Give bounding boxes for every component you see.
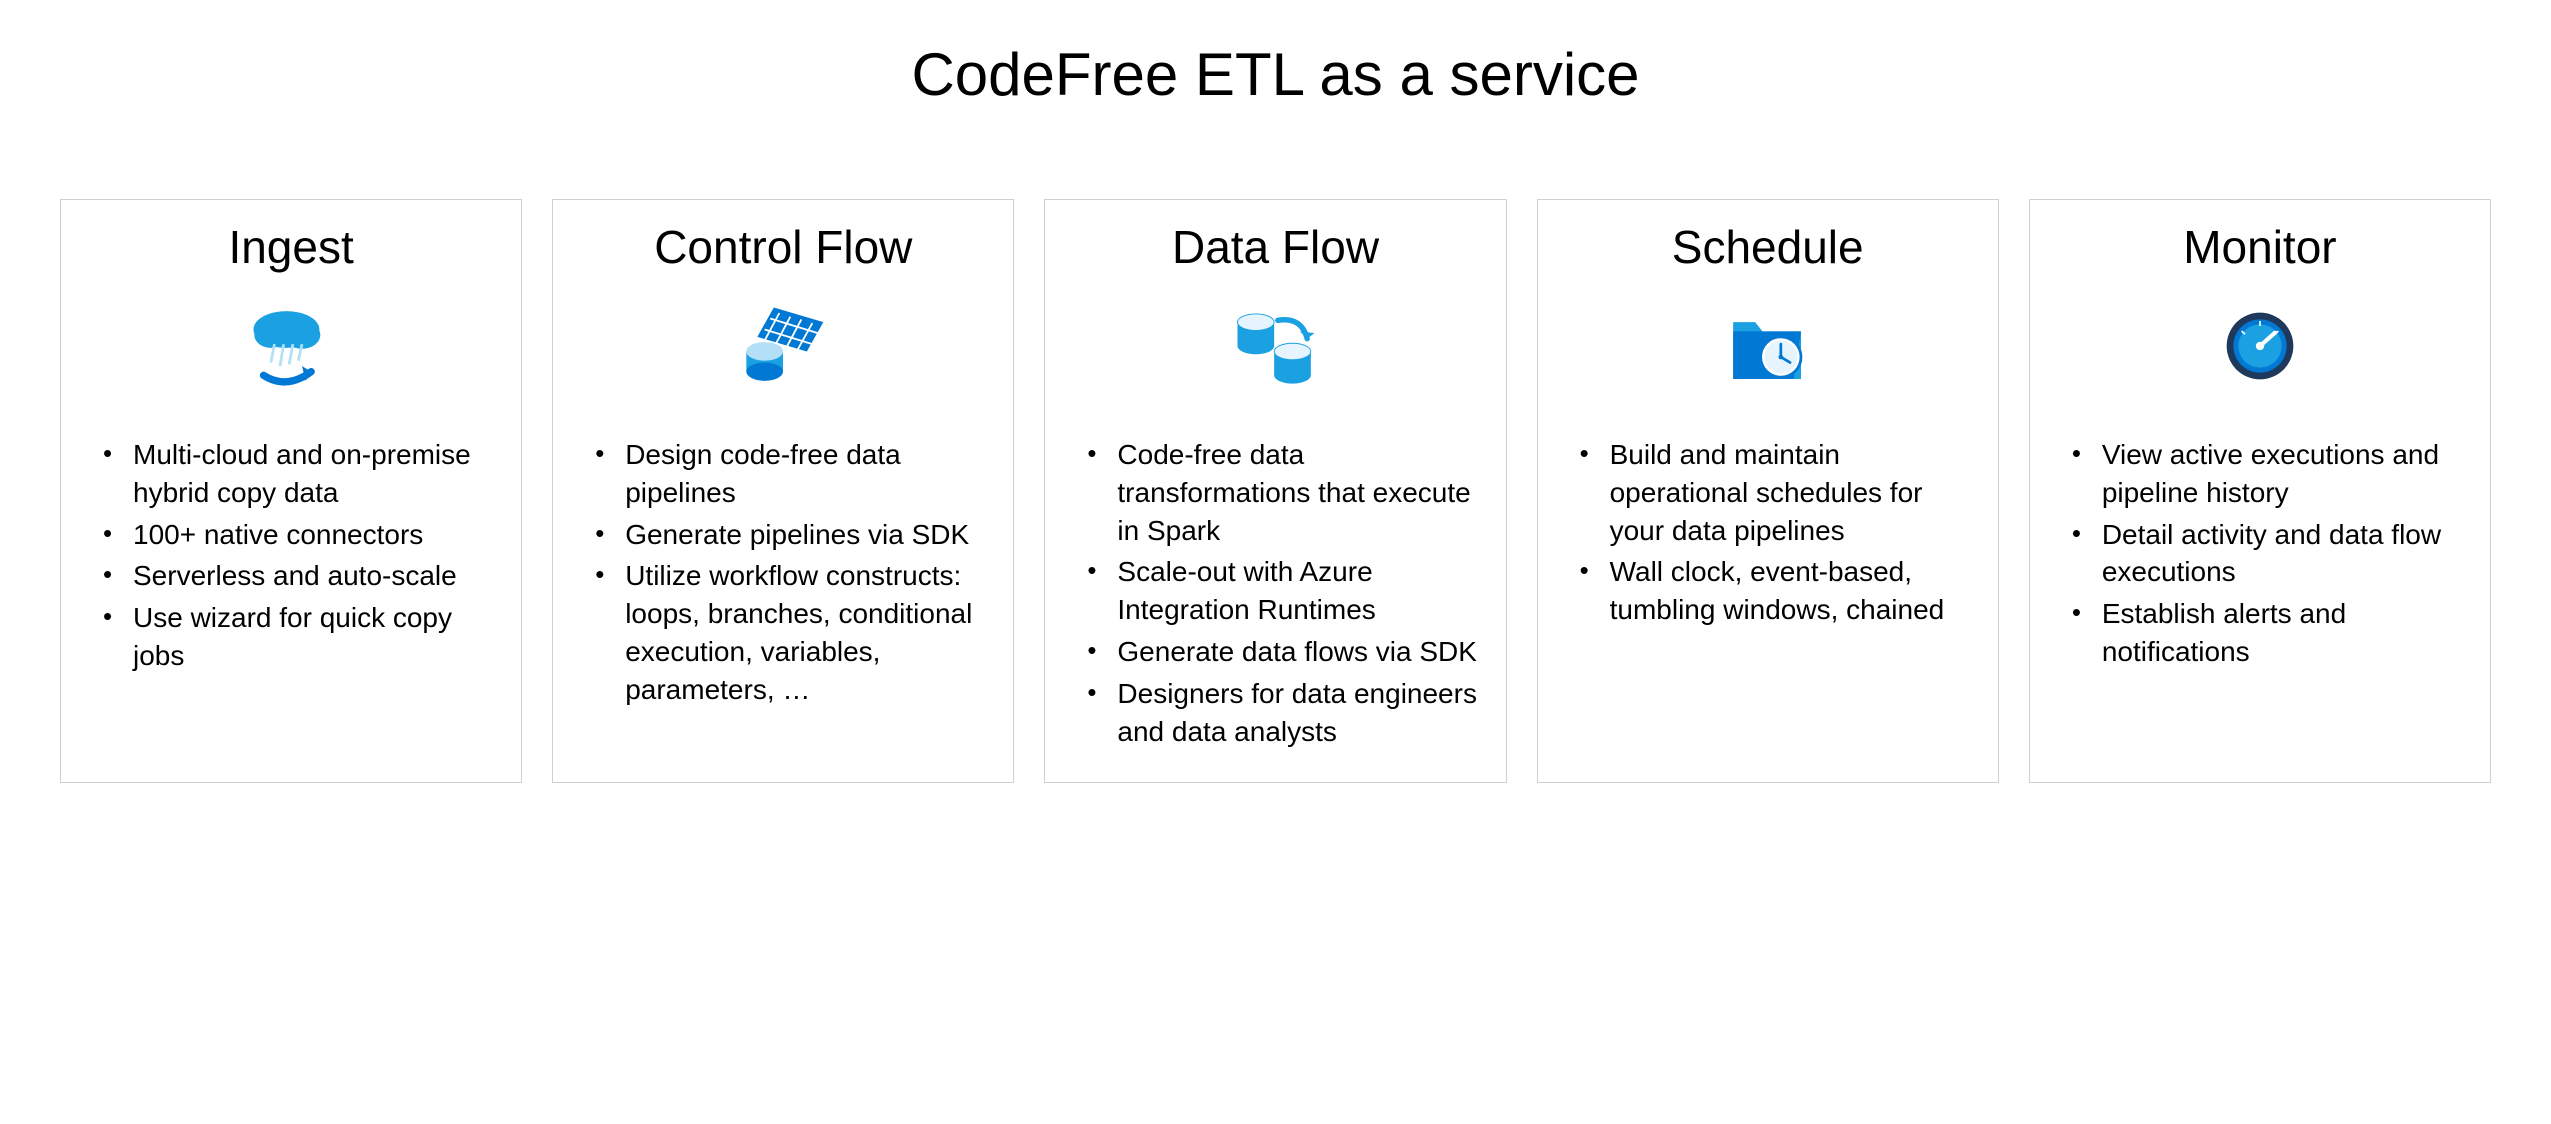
list-item: Establish alerts and notifications (2066, 595, 2462, 671)
list-item: Designers for data engineers and data an… (1081, 675, 1477, 751)
card-title: Control Flow (654, 220, 912, 274)
monitor-icon (2200, 286, 2320, 406)
infographic-page: CodeFree ETL as a service Ingest (0, 0, 2551, 1124)
card-title: Data Flow (1172, 220, 1379, 274)
list-item: View active executions and pipeline hist… (2066, 436, 2462, 512)
list-item: Generate pipelines via SDK (589, 516, 985, 554)
card-control-flow: Control Flow (552, 199, 1014, 783)
list-item: Design code-free data pipelines (589, 436, 985, 512)
bullet-list: Multi-cloud and on-premise hybrid copy d… (89, 436, 493, 679)
bullet-list: Code-free data transformations that exec… (1073, 436, 1477, 754)
list-item: Scale-out with Azure Integration Runtime… (1081, 553, 1477, 629)
cloud-ingest-icon (231, 286, 351, 406)
card-monitor: Monitor View active executions a (2029, 199, 2491, 783)
control-flow-icon (723, 286, 843, 406)
card-title: Schedule (1672, 220, 1864, 274)
bullet-list: Design code-free data pipelines Generate… (581, 436, 985, 713)
list-item: Utilize workflow constructs: loops, bran… (589, 557, 985, 708)
list-item: Serverless and auto-scale (97, 557, 493, 595)
list-item: Multi-cloud and on-premise hybrid copy d… (97, 436, 493, 512)
bullet-list: View active executions and pipeline hist… (2058, 436, 2462, 675)
page-title: CodeFree ETL as a service (40, 40, 2511, 109)
list-item: Detail activity and data flow executions (2066, 516, 2462, 592)
list-item: Generate data flows via SDK (1081, 633, 1477, 671)
card-data-flow: Data Flow (1044, 199, 1506, 783)
card-ingest: Ingest Multi-cloud an (60, 199, 522, 783)
list-item: Code-free data transformations that exec… (1081, 436, 1477, 549)
card-title: Monitor (2183, 220, 2336, 274)
list-item: Wall clock, event-based, tumbling window… (1574, 553, 1970, 629)
list-item: Build and maintain operational schedules… (1574, 436, 1970, 549)
schedule-icon (1708, 286, 1828, 406)
cards-row: Ingest Multi-cloud an (40, 199, 2511, 783)
data-flow-icon (1216, 286, 1336, 406)
list-item: Use wizard for quick copy jobs (97, 599, 493, 675)
list-item: 100+ native connectors (97, 516, 493, 554)
bullet-list: Build and maintain operational schedules… (1566, 436, 1970, 633)
card-title: Ingest (228, 220, 353, 274)
card-schedule: Schedule Build and maintain operational … (1537, 199, 1999, 783)
